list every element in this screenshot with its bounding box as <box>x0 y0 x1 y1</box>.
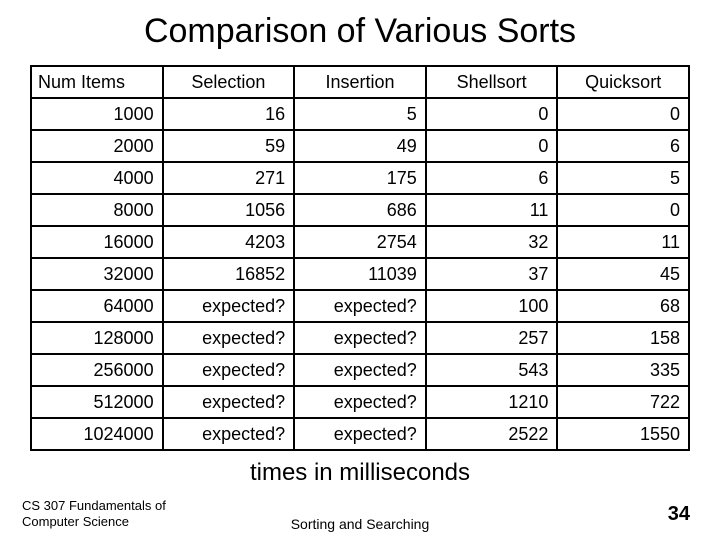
subtitle: times in milliseconds <box>0 451 720 489</box>
table-cell: 16 <box>163 98 295 130</box>
table-cell: 2522 <box>426 418 558 450</box>
footer-course-line2: Computer Science <box>22 514 166 530</box>
table-cell: 11 <box>557 226 689 258</box>
col-header-numitems: Num Items <box>31 66 163 98</box>
table-cell: 100 <box>426 290 558 322</box>
table-cell: 37 <box>426 258 558 290</box>
table-cell: 2754 <box>294 226 426 258</box>
table-cell: 0 <box>426 98 558 130</box>
table-cell: 128000 <box>31 322 163 354</box>
table-cell: 32000 <box>31 258 163 290</box>
table-cell: expected? <box>163 290 295 322</box>
table-cell: 16000 <box>31 226 163 258</box>
table-cell: 335 <box>557 354 689 386</box>
footer-course: CS 307 Fundamentals of Computer Science <box>22 498 166 531</box>
table-body: 1000165002000594906400027117565800010566… <box>31 98 689 450</box>
table-cell: 722 <box>557 386 689 418</box>
table-cell: 1210 <box>426 386 558 418</box>
table-cell: expected? <box>163 354 295 386</box>
table-cell: 59 <box>163 130 295 162</box>
table-cell: 32 <box>426 226 558 258</box>
table-cell: expected? <box>294 418 426 450</box>
table-cell: 8000 <box>31 194 163 226</box>
table-container: Num Items Selection Insertion Shellsort … <box>0 65 720 451</box>
table-row: 512000expected?expected?1210722 <box>31 386 689 418</box>
col-header-quicksort: Quicksort <box>557 66 689 98</box>
table-cell: 256000 <box>31 354 163 386</box>
table-cell: 68 <box>557 290 689 322</box>
table-cell: 271 <box>163 162 295 194</box>
col-header-shellsort: Shellsort <box>426 66 558 98</box>
table-row: 100016500 <box>31 98 689 130</box>
table-cell: 0 <box>426 130 558 162</box>
table-cell: 1000 <box>31 98 163 130</box>
table-cell: expected? <box>163 322 295 354</box>
table-cell: 512000 <box>31 386 163 418</box>
table-cell: 49 <box>294 130 426 162</box>
table-cell: 175 <box>294 162 426 194</box>
table-cell: 543 <box>426 354 558 386</box>
table-cell: expected? <box>294 386 426 418</box>
col-header-insertion: Insertion <box>294 66 426 98</box>
table-cell: 4000 <box>31 162 163 194</box>
table-cell: expected? <box>294 290 426 322</box>
table-cell: 686 <box>294 194 426 226</box>
table-header-row: Num Items Selection Insertion Shellsort … <box>31 66 689 98</box>
footer: CS 307 Fundamentals of Computer Science … <box>0 498 720 532</box>
table-row: 16000420327543211 <box>31 226 689 258</box>
table-cell: 0 <box>557 194 689 226</box>
table-cell: 45 <box>557 258 689 290</box>
table-row: 128000expected?expected?257158 <box>31 322 689 354</box>
table-cell: 11039 <box>294 258 426 290</box>
table-row: 2000594906 <box>31 130 689 162</box>
table-cell: 2000 <box>31 130 163 162</box>
table-cell: 64000 <box>31 290 163 322</box>
table-row: 256000expected?expected?543335 <box>31 354 689 386</box>
table-cell: 6 <box>557 130 689 162</box>
table-cell: 11 <box>426 194 558 226</box>
table-row: 3200016852110393745 <box>31 258 689 290</box>
table-cell: 6 <box>426 162 558 194</box>
table-cell: 1056 <box>163 194 295 226</box>
table-cell: 16852 <box>163 258 295 290</box>
table-cell: 257 <box>426 322 558 354</box>
table-cell: 1024000 <box>31 418 163 450</box>
table-row: 80001056686110 <box>31 194 689 226</box>
table-cell: 4203 <box>163 226 295 258</box>
table-cell: 5 <box>557 162 689 194</box>
table-cell: expected? <box>163 386 295 418</box>
table-row: 64000expected?expected?10068 <box>31 290 689 322</box>
col-header-selection: Selection <box>163 66 295 98</box>
table-cell: 5 <box>294 98 426 130</box>
page-title: Comparison of Various Sorts <box>0 0 720 65</box>
table-cell: 1550 <box>557 418 689 450</box>
table-row: 400027117565 <box>31 162 689 194</box>
table-row: 1024000expected?expected?25221550 <box>31 418 689 450</box>
slide-number: 34 <box>668 503 690 526</box>
table-cell: expected? <box>294 322 426 354</box>
footer-course-line1: CS 307 Fundamentals of <box>22 498 166 514</box>
table-cell: expected? <box>294 354 426 386</box>
table-cell: expected? <box>163 418 295 450</box>
table-cell: 158 <box>557 322 689 354</box>
table-cell: 0 <box>557 98 689 130</box>
comparison-table: Num Items Selection Insertion Shellsort … <box>30 65 690 451</box>
